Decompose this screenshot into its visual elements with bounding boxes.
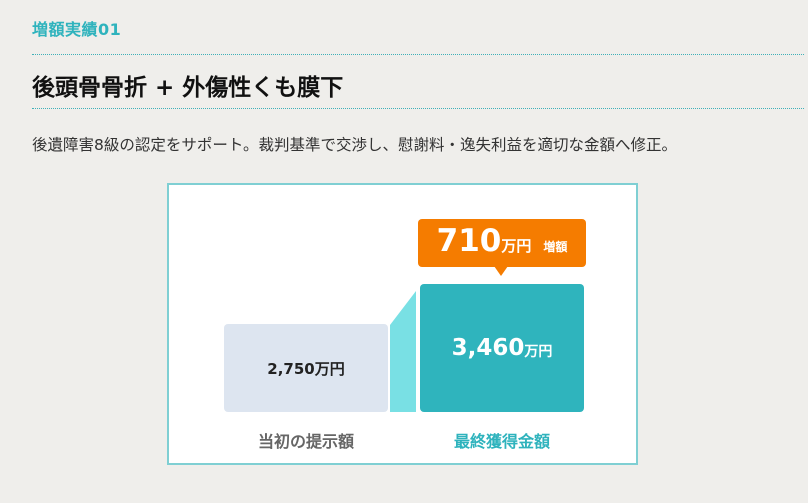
connector-shape: [390, 291, 416, 412]
section-label: 増額実績01: [32, 20, 122, 39]
divider: [32, 54, 804, 55]
final-amount: 3,460: [451, 335, 525, 361]
initial-amount-bar: 2,750万円: [224, 324, 388, 412]
description: 後遺障害8級の認定をサポート。裁判基準で交渉し、慰謝料・逸失利益を適切な金額へ修…: [32, 136, 678, 154]
initial-caption: 当初の提示額: [257, 432, 354, 451]
final-amount-bar: 3,460 万円: [420, 284, 584, 412]
increase-unit: 万円: [501, 237, 532, 255]
final-amount-unit: 万円: [524, 344, 553, 360]
badge-pointer: [494, 266, 508, 276]
page-title: 後頭骨骨折 + 外傷性くも膜下: [32, 75, 344, 101]
final-caption: 最終獲得金額: [453, 432, 550, 451]
increase-amount: 710: [436, 223, 502, 259]
increase-tag: 増額: [543, 240, 568, 254]
increase-badge: 710 万円 増額: [418, 219, 586, 267]
initial-amount: 2,750万円: [267, 359, 345, 378]
divider: [32, 108, 804, 109]
